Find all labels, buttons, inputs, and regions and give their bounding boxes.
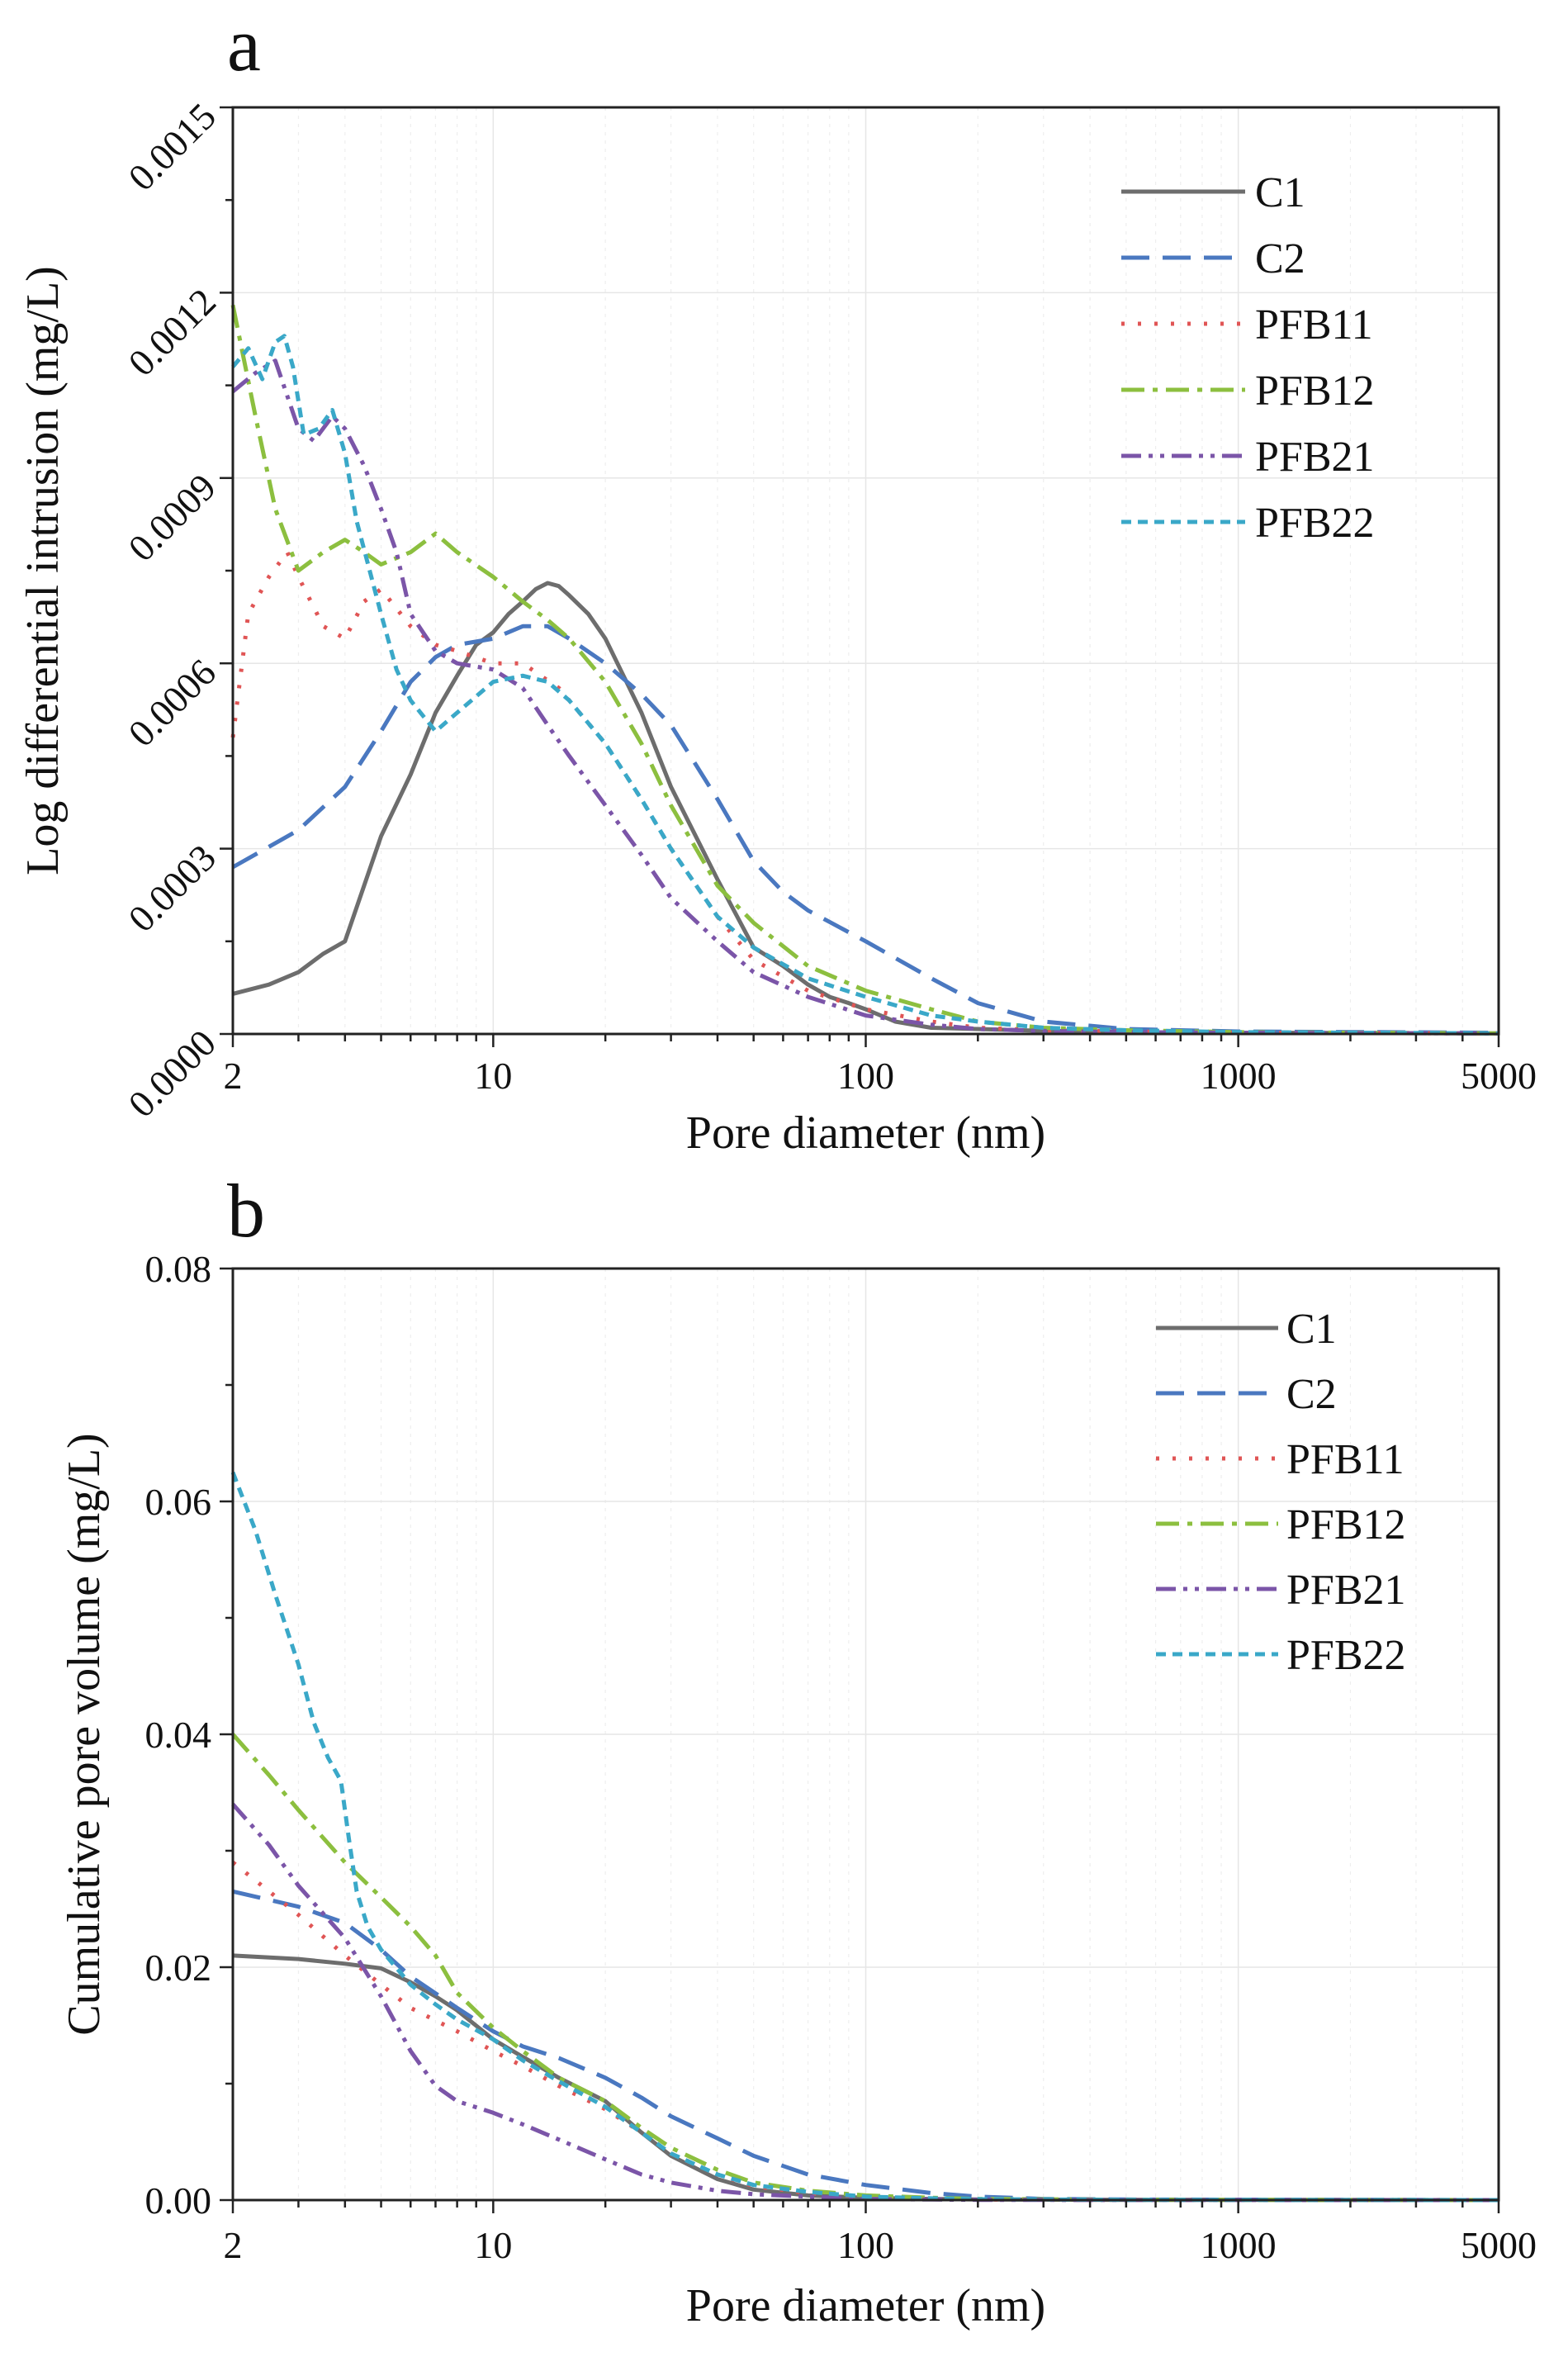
x-tick-label: 2 xyxy=(224,1055,243,1097)
legend-label-pfb12: PFB12 xyxy=(1286,1501,1406,1548)
x-axis-label: Pore diameter (nm) xyxy=(686,2280,1045,2331)
y-tick-label: 0.0000 xyxy=(121,1022,225,1126)
x-tick-label: 10 xyxy=(474,2224,512,2266)
y-tick-label: 0.0006 xyxy=(121,651,225,755)
x-tick-label: 10 xyxy=(474,1055,512,1097)
y-tick-label: 0.0015 xyxy=(121,95,225,199)
series-line-pfb22 xyxy=(230,1471,1499,2203)
y-tick-label: 0.04 xyxy=(145,1714,212,1756)
legend-label-c1: C1 xyxy=(1286,1306,1337,1353)
x-tick-label: 5000 xyxy=(1461,2224,1537,2266)
series-line-pfb12 xyxy=(231,1733,1499,2203)
legend-label-pfb11: PFB11 xyxy=(1286,1436,1405,1483)
legend-label-pfb22: PFB22 xyxy=(1255,500,1375,547)
x-tick-label: 100 xyxy=(837,2224,894,2266)
y-axis-label: Cumulative pore volume (mg/L) xyxy=(59,1433,110,2035)
x-tick-label: 2 xyxy=(224,2224,243,2266)
legend-label-pfb21: PFB21 xyxy=(1286,1567,1406,1614)
y-axis-label: Log differential intrusion (mg/L) xyxy=(17,266,69,875)
series-line-pfb12 xyxy=(230,304,1499,1036)
y-tick-label: 0.0009 xyxy=(121,466,225,570)
x-tick-label: 1000 xyxy=(1201,2224,1277,2266)
panel-letter: b xyxy=(227,1169,265,1253)
series-line-c2 xyxy=(231,624,1499,1035)
legend-label-pfb12: PFB12 xyxy=(1255,368,1375,415)
y-axis: 0.0000 0.0003 0.0006 0.0009 0.0012 0.0015 xyxy=(121,95,233,1126)
y-axis: 0.00 0.02 0.04 0.06 0.08 xyxy=(145,1248,233,2222)
series-line-pfb21 xyxy=(231,1802,1499,2203)
grid xyxy=(232,107,1499,1035)
legend-label-pfb11: PFB11 xyxy=(1255,301,1373,349)
x-axis-label: Pore diameter (nm) xyxy=(686,1107,1045,1159)
legend: C1 C2 PFB11 PFB12 PFB21 PFB22 xyxy=(1121,169,1375,547)
legend-label-c2: C2 xyxy=(1286,1371,1337,1418)
y-tick-label: 0.0012 xyxy=(121,280,225,384)
y-tick-label: 0.00 xyxy=(145,2179,212,2222)
series-group xyxy=(230,304,1499,1036)
legend: C1 C2 PFB11 PFB12 PFB21 PFB22 xyxy=(1156,1306,1406,1679)
series-group xyxy=(230,1471,1499,2203)
x-tick-label: 1000 xyxy=(1201,1055,1277,1097)
legend-label-c1: C1 xyxy=(1255,169,1305,216)
x-tick-label: 5000 xyxy=(1461,1055,1537,1097)
y-tick-label: 0.0003 xyxy=(121,837,225,941)
series-line-pfb22 xyxy=(231,334,1499,1036)
legend-label-pfb22: PFB22 xyxy=(1286,1632,1406,1679)
x-tick-label: 100 xyxy=(837,1055,894,1097)
legend-label-pfb21: PFB21 xyxy=(1255,434,1375,481)
y-tick-label: 0.02 xyxy=(145,1947,212,1989)
panel-letter: a xyxy=(227,2,261,87)
y-tick-label: 0.06 xyxy=(145,1481,212,1523)
y-tick-label: 0.08 xyxy=(145,1248,212,1290)
legend-label-c2: C2 xyxy=(1255,235,1305,282)
series-line-c1 xyxy=(232,581,1499,1036)
series-line-pfb21 xyxy=(231,358,1499,1036)
x-axis: 2 10 100 1000 5000 xyxy=(224,2200,1537,2266)
series-line-pfb11 xyxy=(231,1861,1499,2203)
x-axis: 2 10 100 1000 5000 xyxy=(224,1034,1537,1097)
